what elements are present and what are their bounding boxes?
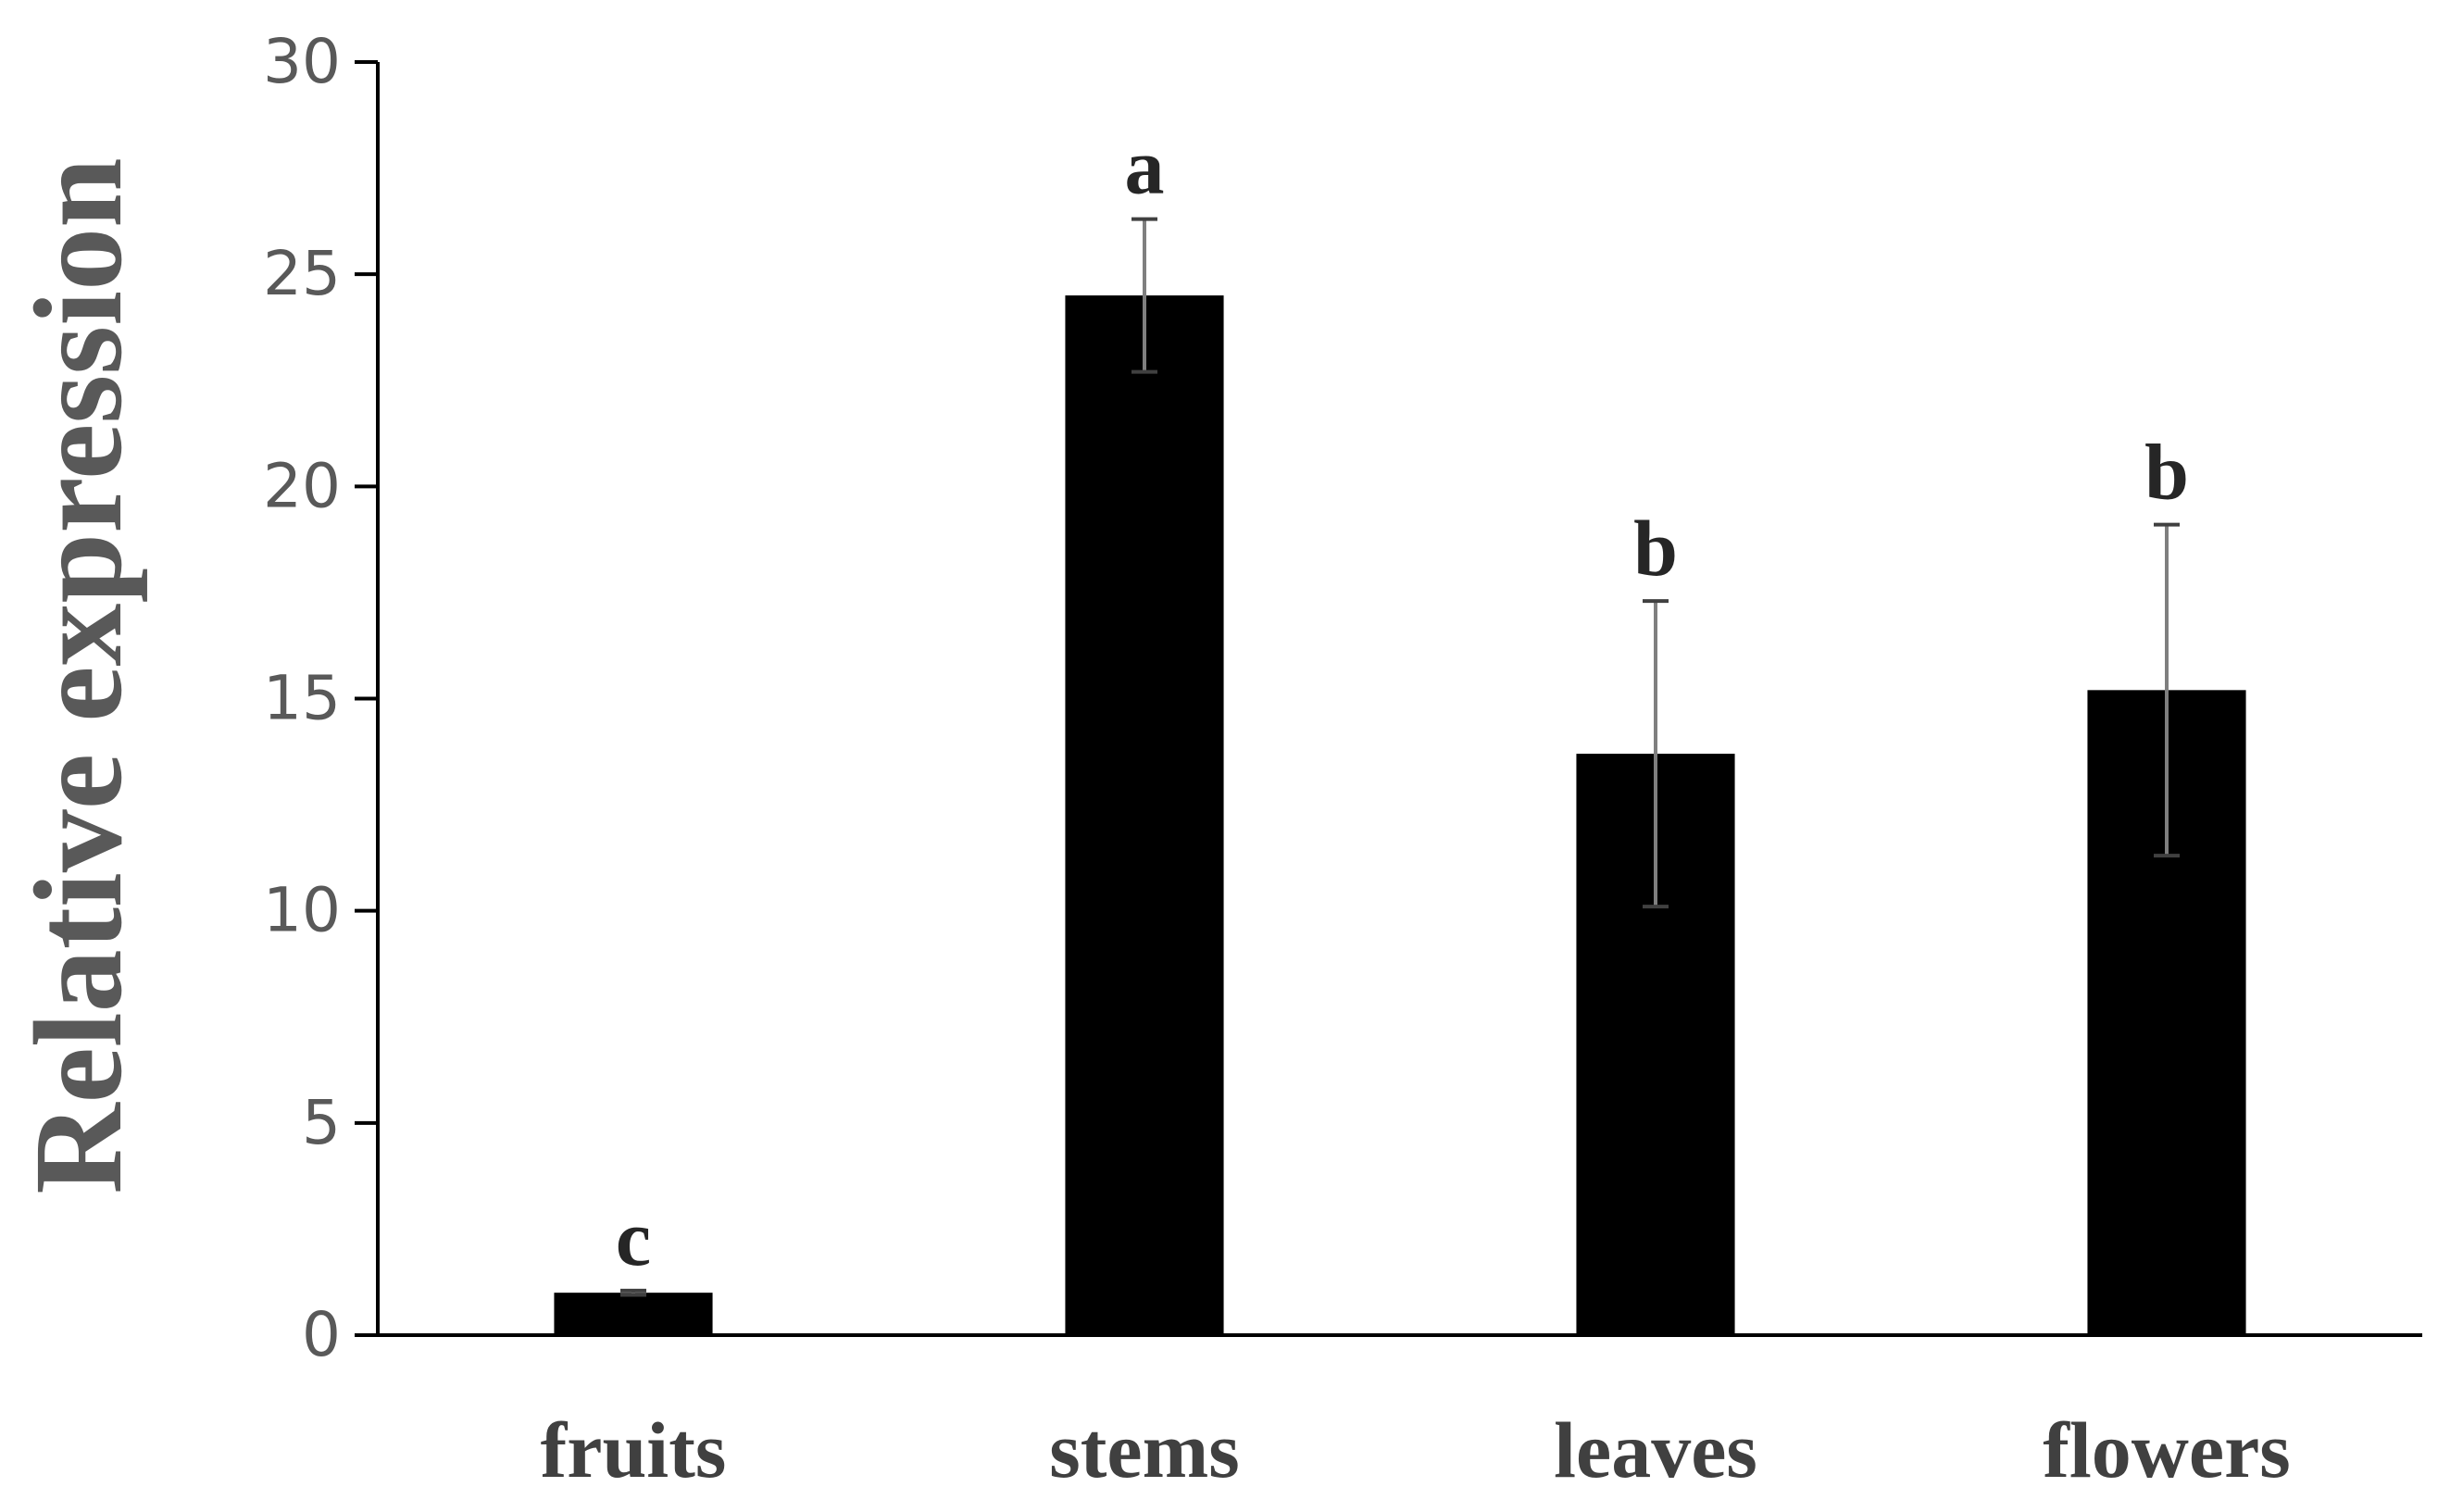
x-tick-label: flowers xyxy=(2043,1406,2290,1494)
significance-letter: a xyxy=(1125,122,1165,211)
x-tick-label: leaves xyxy=(1554,1406,1757,1494)
y-tick-label: 15 xyxy=(263,663,341,734)
y-tick-label: 0 xyxy=(302,1299,341,1370)
significance-letter: b xyxy=(1633,504,1678,593)
significance-letter: b xyxy=(2144,428,2189,517)
x-tick-label: stems xyxy=(1049,1406,1239,1494)
y-tick-label: 25 xyxy=(263,238,341,309)
significance-letter: c xyxy=(616,1193,651,1282)
y-tick-label: 5 xyxy=(302,1087,341,1158)
x-tick-label: fruits xyxy=(541,1406,727,1494)
y-tick-label: 20 xyxy=(263,450,341,521)
bar xyxy=(1065,295,1224,1335)
y-axis-label: Relative expression xyxy=(9,157,148,1193)
y-tick-label: 10 xyxy=(263,875,341,946)
bar xyxy=(554,1293,713,1335)
y-tick-label: 30 xyxy=(263,26,341,97)
